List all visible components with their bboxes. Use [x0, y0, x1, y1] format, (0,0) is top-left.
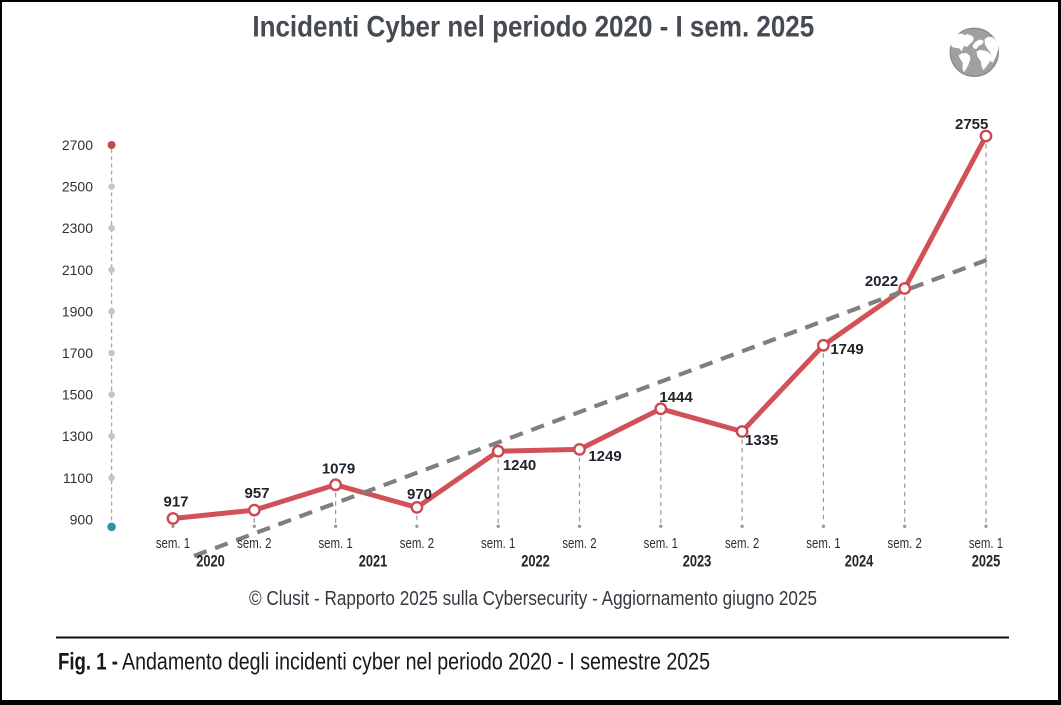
svg-text:1749: 1749	[830, 341, 863, 358]
svg-text:917: 917	[163, 494, 188, 511]
svg-text:2755: 2755	[955, 116, 988, 133]
svg-text:1079: 1079	[322, 461, 355, 478]
svg-text:957: 957	[244, 485, 269, 502]
svg-text:2021: 2021	[359, 552, 388, 571]
svg-text:sem. 1: sem. 1	[969, 535, 1003, 552]
svg-text:1249: 1249	[588, 448, 621, 465]
svg-text:2700: 2700	[62, 137, 93, 153]
svg-text:sem. 1: sem. 1	[644, 535, 678, 552]
svg-text:2025: 2025	[972, 552, 1001, 571]
svg-text:2022: 2022	[521, 552, 550, 571]
svg-text:sem. 2: sem. 2	[888, 535, 922, 552]
svg-text:2022: 2022	[865, 273, 898, 290]
svg-text:2023: 2023	[683, 552, 712, 571]
svg-text:sem. 1: sem. 1	[156, 535, 190, 552]
svg-text:1500: 1500	[62, 387, 93, 403]
svg-text:sem. 2: sem. 2	[562, 535, 596, 552]
svg-text:sem. 2: sem. 2	[400, 535, 434, 552]
svg-text:2300: 2300	[62, 220, 93, 236]
svg-text:© Clusit - Rapporto 2025 sulla: © Clusit - Rapporto 2025 sulla Cybersecu…	[249, 587, 817, 610]
svg-text:sem. 1: sem. 1	[318, 535, 352, 552]
svg-text:sem. 1: sem. 1	[481, 535, 515, 552]
svg-text:1900: 1900	[62, 303, 93, 319]
svg-text:900: 900	[70, 511, 94, 527]
svg-text:1700: 1700	[62, 345, 93, 361]
svg-text:Fig. 1 -: Fig. 1 -	[58, 648, 118, 675]
svg-text:Incidenti Cyber nel periodo 20: Incidenti Cyber nel periodo 2020 - I sem…	[252, 10, 814, 43]
svg-text:2024: 2024	[845, 552, 874, 571]
svg-text:2020: 2020	[196, 552, 225, 571]
svg-text:sem. 1: sem. 1	[806, 535, 840, 552]
svg-text:Andamento degli incidenti cybe: Andamento degli incidenti cyber nel peri…	[122, 648, 710, 675]
svg-text:1300: 1300	[62, 428, 93, 444]
svg-text:2100: 2100	[62, 262, 93, 278]
svg-text:sem. 2: sem. 2	[725, 535, 759, 552]
svg-text:sem. 2: sem. 2	[237, 535, 271, 552]
svg-text:2500: 2500	[62, 179, 93, 195]
svg-text:1335: 1335	[745, 432, 778, 449]
svg-text:1444: 1444	[659, 389, 693, 406]
svg-text:1100: 1100	[63, 470, 93, 486]
svg-text:970: 970	[407, 486, 432, 503]
svg-text:1240: 1240	[503, 457, 536, 474]
